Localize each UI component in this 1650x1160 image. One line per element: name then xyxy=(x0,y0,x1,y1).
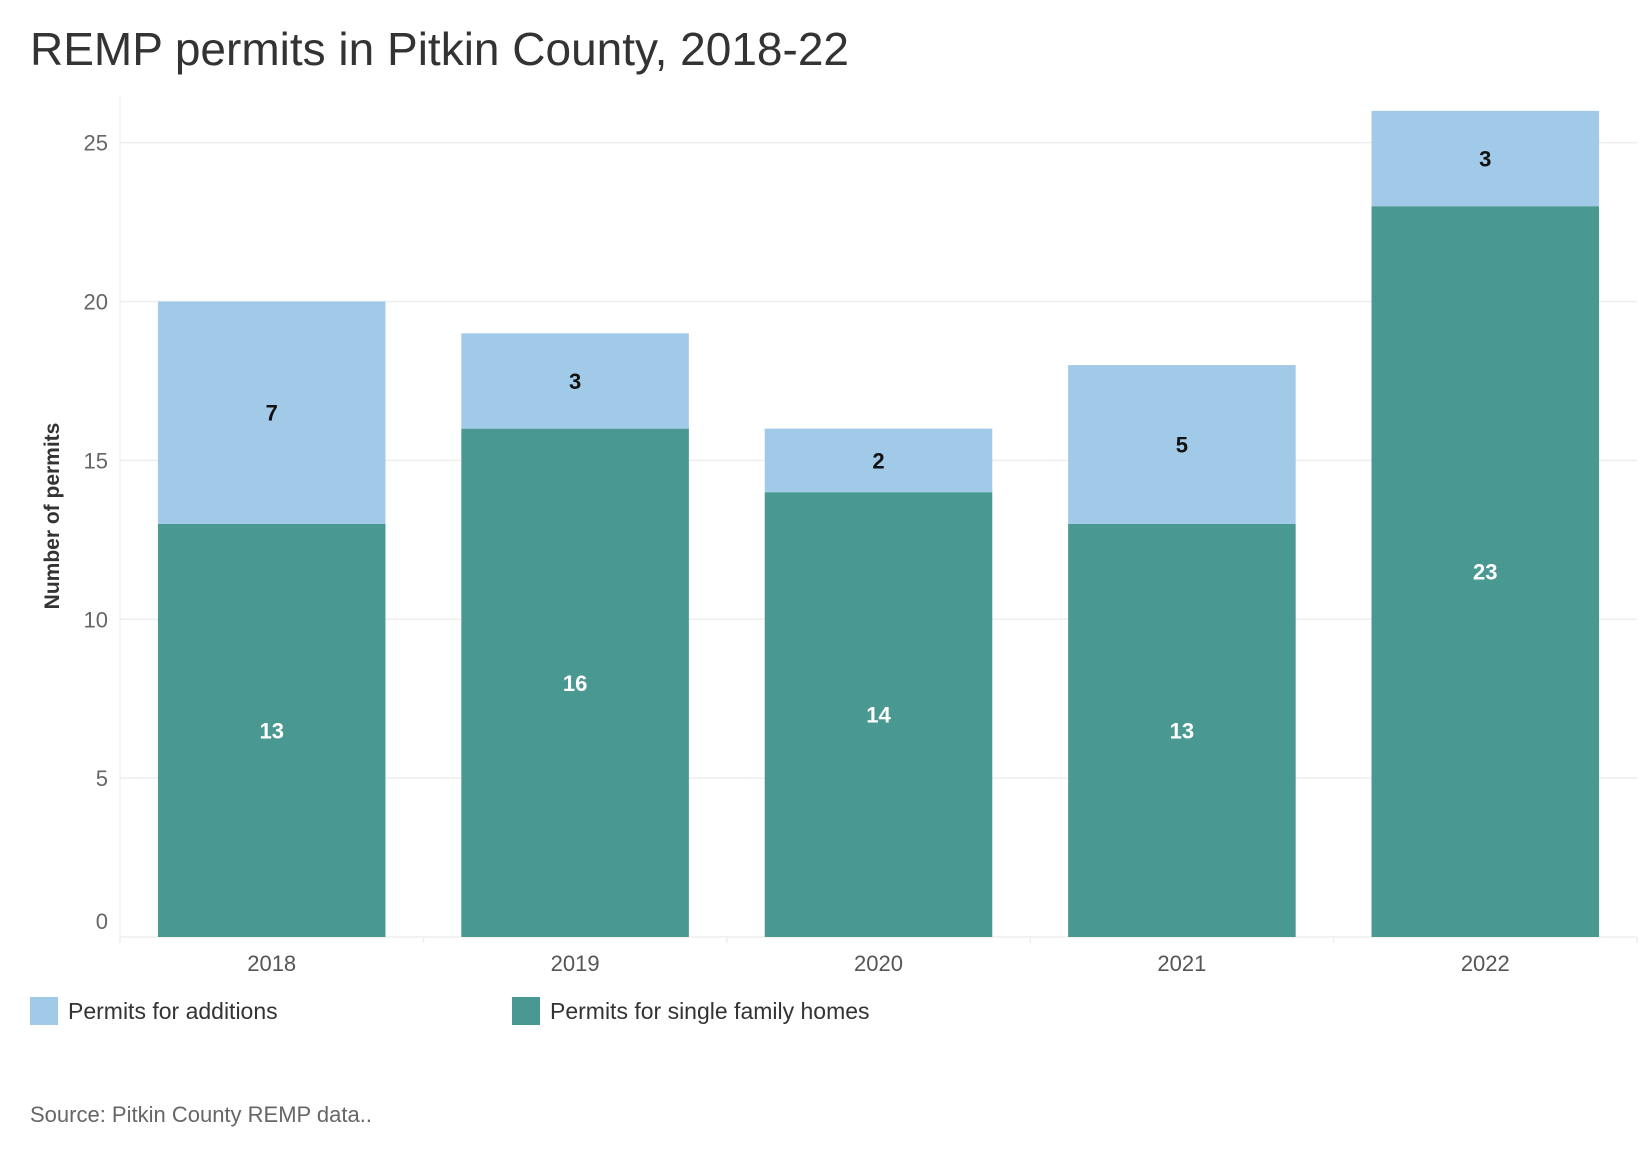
data-label-additions-2018: 7 xyxy=(266,401,278,426)
bar-single-family-2018[interactable] xyxy=(157,523,386,937)
data-label-single-family-2018: 13 xyxy=(259,718,283,743)
bar-additions-2021[interactable] xyxy=(1068,365,1296,524)
bar-single-family-2022[interactable] xyxy=(1371,206,1600,938)
data-label-additions-2021: 5 xyxy=(1176,433,1188,458)
y-tick-label: 25 xyxy=(84,131,108,156)
bar-additions-2022[interactable] xyxy=(1371,110,1600,207)
y-tick-label: 10 xyxy=(84,607,108,632)
legend-item-single-family[interactable]: Permits for single family homes xyxy=(512,997,870,1025)
bar-additions-2019[interactable] xyxy=(461,333,689,429)
data-label-additions-2022: 3 xyxy=(1479,147,1491,172)
chart-legend: Permits for additions Permits for single… xyxy=(30,997,1630,1027)
bar-additions-2018[interactable] xyxy=(157,301,386,524)
y-tick-label: 15 xyxy=(84,448,108,473)
x-tick-label-2021: 2021 xyxy=(1157,951,1206,976)
x-tick-label-2019: 2019 xyxy=(551,951,600,976)
y-axis-title: Number of permits xyxy=(41,423,64,610)
data-label-single-family-2021: 13 xyxy=(1170,718,1194,743)
y-tick-label: 5 xyxy=(96,766,108,791)
source-note: Source: Pitkin County REMP data.. xyxy=(30,1102,372,1127)
bar-single-family-2020[interactable] xyxy=(764,492,993,937)
data-label-additions-2019: 3 xyxy=(569,369,581,394)
legend-swatch-additions xyxy=(30,997,58,1025)
x-tick-label-2022: 2022 xyxy=(1461,951,1510,976)
legend-item-additions[interactable]: Permits for additions xyxy=(30,997,278,1025)
chart-title: REMP permits in Pitkin County, 2018-22 xyxy=(30,23,849,75)
bar-single-family-2021[interactable] xyxy=(1068,523,1296,937)
y-tick-label: 20 xyxy=(84,290,108,315)
y-tick-label: 0 xyxy=(96,909,108,934)
bar-additions-2020[interactable] xyxy=(764,428,993,493)
legend-label-single-family: Permits for single family homes xyxy=(550,997,870,1024)
data-label-single-family-2019: 16 xyxy=(563,671,587,696)
data-label-single-family-2022: 23 xyxy=(1473,560,1497,585)
x-tick-label-2020: 2020 xyxy=(854,951,903,976)
legend-label-additions: Permits for additions xyxy=(68,997,278,1024)
data-label-additions-2020: 2 xyxy=(872,448,884,473)
x-tick-label-2018: 2018 xyxy=(247,951,296,976)
data-label-single-family-2020: 14 xyxy=(866,703,891,728)
bar-single-family-2019[interactable] xyxy=(461,428,689,937)
legend-swatch-single-family xyxy=(512,997,540,1025)
